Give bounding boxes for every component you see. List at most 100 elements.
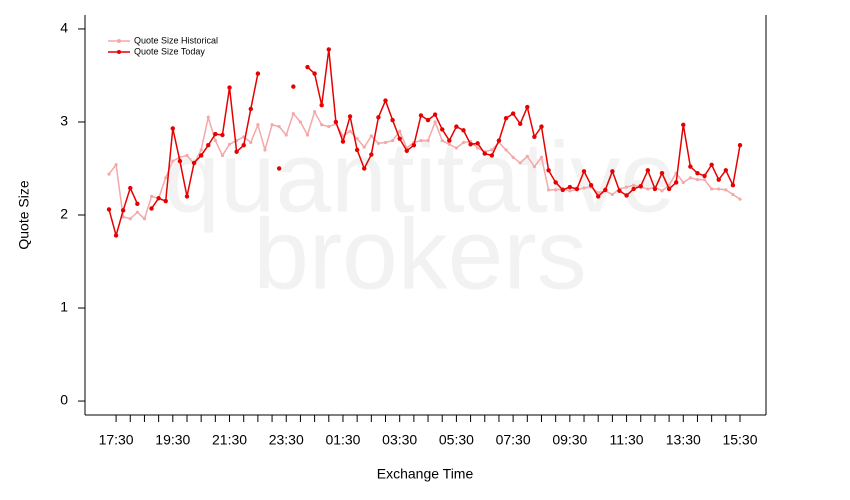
point (398, 129, 402, 133)
x-tick-label: 05:30 (439, 432, 474, 448)
point (107, 172, 111, 176)
point (624, 185, 629, 189)
x-tick-label: 09:30 (552, 432, 587, 448)
point (432, 112, 438, 117)
point (390, 117, 395, 123)
point (596, 194, 601, 199)
point (610, 192, 614, 197)
point (113, 233, 119, 238)
point (135, 201, 140, 207)
point (596, 191, 600, 195)
point (284, 133, 288, 137)
point (652, 186, 658, 192)
point (277, 125, 281, 129)
point (610, 169, 615, 174)
point (164, 176, 168, 180)
point (454, 124, 459, 129)
point (120, 208, 126, 213)
point (312, 71, 317, 76)
point (730, 183, 736, 188)
point (518, 161, 522, 165)
point (468, 142, 473, 147)
y-tick-label: 0 (60, 392, 68, 408)
point (106, 207, 112, 212)
point (539, 155, 544, 159)
point (568, 189, 572, 193)
x-tick-label: 07:30 (496, 432, 531, 448)
x-tick-label: 17:30 (99, 432, 134, 448)
point (270, 123, 274, 127)
point (702, 173, 707, 179)
point (376, 141, 381, 145)
point (632, 183, 636, 187)
point (574, 186, 580, 192)
x-tick-label: 01:30 (325, 432, 360, 448)
point (582, 186, 586, 190)
point (291, 84, 296, 89)
point (738, 197, 742, 201)
x-tick-label: 19:30 (155, 432, 190, 448)
point (263, 148, 267, 152)
point (475, 141, 480, 146)
point (340, 139, 346, 144)
point (298, 120, 303, 124)
point (724, 188, 728, 192)
point (248, 106, 253, 112)
point (447, 142, 451, 146)
y-tick-label: 3 (60, 113, 68, 129)
point (546, 188, 551, 192)
point (504, 148, 508, 152)
point (227, 142, 232, 146)
legend-label: Quote Size Historical (134, 35, 218, 45)
point (185, 153, 189, 158)
point (397, 136, 402, 141)
point (326, 47, 331, 52)
point (354, 147, 360, 153)
watermark: brokers (253, 198, 586, 310)
y-tick-label: 1 (60, 299, 68, 315)
legend-marker (117, 50, 121, 54)
point (383, 98, 388, 103)
point (737, 143, 743, 148)
point (723, 168, 729, 173)
point (355, 137, 359, 141)
point (553, 180, 558, 185)
y-tick-label: 2 (60, 206, 68, 222)
point (241, 143, 246, 148)
point (426, 138, 430, 143)
x-tick-label: 15:30 (722, 432, 757, 448)
point (447, 138, 452, 143)
x-tick-label: 13:30 (666, 432, 701, 448)
point (560, 187, 565, 193)
point (390, 138, 395, 143)
point (603, 187, 608, 193)
point (660, 189, 664, 193)
point (532, 165, 536, 169)
point (206, 115, 210, 119)
point (128, 185, 133, 191)
point (255, 71, 261, 76)
legend-label: Quote Size Today (134, 46, 205, 56)
point (440, 138, 444, 143)
point (688, 164, 693, 169)
point (433, 120, 437, 124)
point (546, 168, 551, 173)
point (631, 186, 636, 192)
point (717, 187, 721, 191)
point (234, 149, 239, 154)
point (659, 170, 665, 176)
point (673, 180, 679, 185)
point (666, 186, 672, 192)
point (313, 110, 317, 114)
point (681, 180, 685, 185)
point (149, 194, 154, 198)
point (638, 183, 643, 189)
point (688, 176, 692, 180)
point (170, 126, 176, 131)
y-tick-label: 4 (60, 20, 68, 36)
y-axis-label: Quote Size (16, 180, 32, 249)
point (362, 166, 367, 171)
point (149, 206, 154, 211)
point (213, 138, 217, 143)
